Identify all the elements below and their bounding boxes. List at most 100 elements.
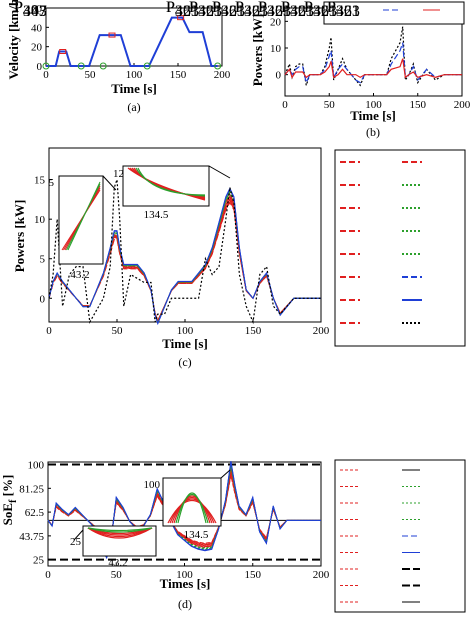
panel-2-axes: 0 50 100 150 200 0 5 10 15 12 5 134.5 43.2 Time [s] Po… [12, 147, 466, 369]
panel-0-axes: 0 50 100 150 200 0 20 40 60 Time [s] Velocity [km/… [6, 0, 231, 114]
annotation: 43.2 [108, 557, 127, 569]
annotation: 134.5 [144, 209, 169, 221]
legend-c [334, 149, 466, 347]
y-tick-label: 20 [31, 42, 43, 54]
y-tick-label: 5 [40, 254, 46, 266]
red-marker [108, 32, 116, 38]
[object SVGGElement]: P361 [212, 0, 245, 20]
[object SVGGElement]: P361 [189, 0, 222, 20]
inset-curve [173, 495, 211, 524]
annotation: 5 [49, 177, 55, 189]
x-tick-label: 50 [324, 99, 336, 111]
zoom-inset-4 [82, 525, 157, 557]
annotation: 12 [113, 168, 124, 180]
y-tick-label: 81.25 [19, 483, 44, 495]
subfig-label-a: (a) [127, 100, 140, 114]
inset-frame [122, 165, 210, 207]
[object SVGGElement]: P423 [166, 0, 199, 20]
y-tick-label: 100 [28, 460, 45, 472]
x-tick-label: 100 [126, 69, 143, 81]
[object SVGGElement]: P361 [327, 0, 360, 20]
x-tick-label: 200 [454, 99, 471, 111]
red-marker [59, 49, 67, 54]
x-axis-label: Time [s] [350, 108, 396, 123]
x-tick-label: 0 [43, 69, 49, 81]
annotation: 43.2 [70, 269, 89, 281]
[object SVGGElement]: P423 [212, 0, 245, 20]
y-tick-label: 10 [34, 214, 46, 226]
x-axis-label: Time [s] [111, 81, 157, 96]
x-tick-label: 0 [282, 99, 288, 111]
inset-curve [177, 492, 207, 524]
series-2 [284, 58, 462, 79]
x-tick-label: 0 [46, 325, 52, 337]
legend-b [323, 1, 465, 25]
zoom-connector [208, 165, 231, 179]
zoom-connector [220, 469, 231, 479]
x-tick-label: 200 [313, 569, 330, 581]
zoom-connector [73, 529, 84, 541]
x-tick-label: 100 [176, 569, 193, 581]
x-tick-label: 150 [245, 569, 262, 581]
inset-curve [167, 499, 217, 524]
annotation: 25 [70, 536, 82, 548]
[object SVGGElement]: P443 [14, 0, 47, 20]
legend-frame [334, 149, 466, 347]
green-marker [42, 62, 50, 70]
subfig-label-c: (c) [178, 355, 191, 369]
zoom-inset-1 [58, 175, 104, 265]
x-tick-label: 100 [177, 325, 194, 337]
y-axis-label: Powers [kW] [250, 14, 265, 87]
y-tick-label: 40 [31, 22, 43, 34]
green-marker [99, 62, 107, 70]
x-tick-label: 200 [313, 325, 330, 337]
y-tick-label: 60 [31, 3, 43, 15]
subfig-label-b: (b) [366, 125, 380, 139]
[object SVGGElement]: P423 [235, 0, 268, 20]
[object SVGGElement]: P423 [258, 0, 291, 20]
inset-curve [137, 167, 206, 196]
y-tick-label: 43.75 [19, 531, 44, 543]
y-tick-label: 62.5 [25, 507, 45, 519]
red-marker [177, 15, 185, 21]
x-tick-label: 50 [111, 569, 123, 581]
panel-1-axes: 0 50 100 150 200 0 10 20 Time [s] Powers [kW] (b) [250, 1, 471, 139]
annotation: 134.5 [184, 529, 209, 541]
zoom-inset-2 [122, 165, 210, 207]
preq-series [48, 179, 321, 325]
x-axis-label: Time [s] [162, 336, 208, 351]
[object SVGGElement]: P423 [189, 0, 222, 20]
y-tick-label: 0 [40, 293, 46, 305]
y-tick-label: 15 [34, 175, 46, 187]
inset-curve [87, 527, 153, 532]
inset-curve [171, 496, 213, 524]
y-tick-label: 0 [37, 61, 43, 73]
series-0 [284, 26, 462, 87]
inset-curve [67, 181, 101, 251]
y-tick-label: 20 [270, 16, 282, 28]
y-axis-label: Velocity [km/h] [6, 0, 21, 80]
inset-curve [169, 498, 215, 524]
x-tick-label: 0 [45, 569, 51, 581]
green-marker [214, 62, 222, 70]
[object SVGGElement]: P423 [281, 0, 314, 20]
inset-curve [175, 493, 209, 524]
green-marker [143, 62, 151, 70]
subfig-label-d: (d) [178, 597, 192, 611]
x-tick-label: 50 [112, 325, 124, 337]
x-tick-label: 100 [365, 99, 382, 111]
velocity-line [46, 16, 218, 67]
[object SVGGElement]: P423 [304, 0, 337, 20]
[object SVGGElement]: P423 [327, 0, 360, 20]
[object SVGGElement]: P347 [14, 0, 47, 20]
plot-frame [45, 7, 223, 67]
[object SVGGElement]: P361 [235, 0, 268, 20]
legend-frame [323, 1, 465, 25]
legend-frame [334, 459, 466, 613]
legend-d [334, 459, 466, 613]
[object SVGGElement]: P403 [14, 0, 47, 20]
x-axis-label: Times [s] [160, 576, 211, 591]
y-axis-label: SoEf [%] [0, 475, 19, 526]
y-tick-label: 0 [276, 70, 282, 82]
